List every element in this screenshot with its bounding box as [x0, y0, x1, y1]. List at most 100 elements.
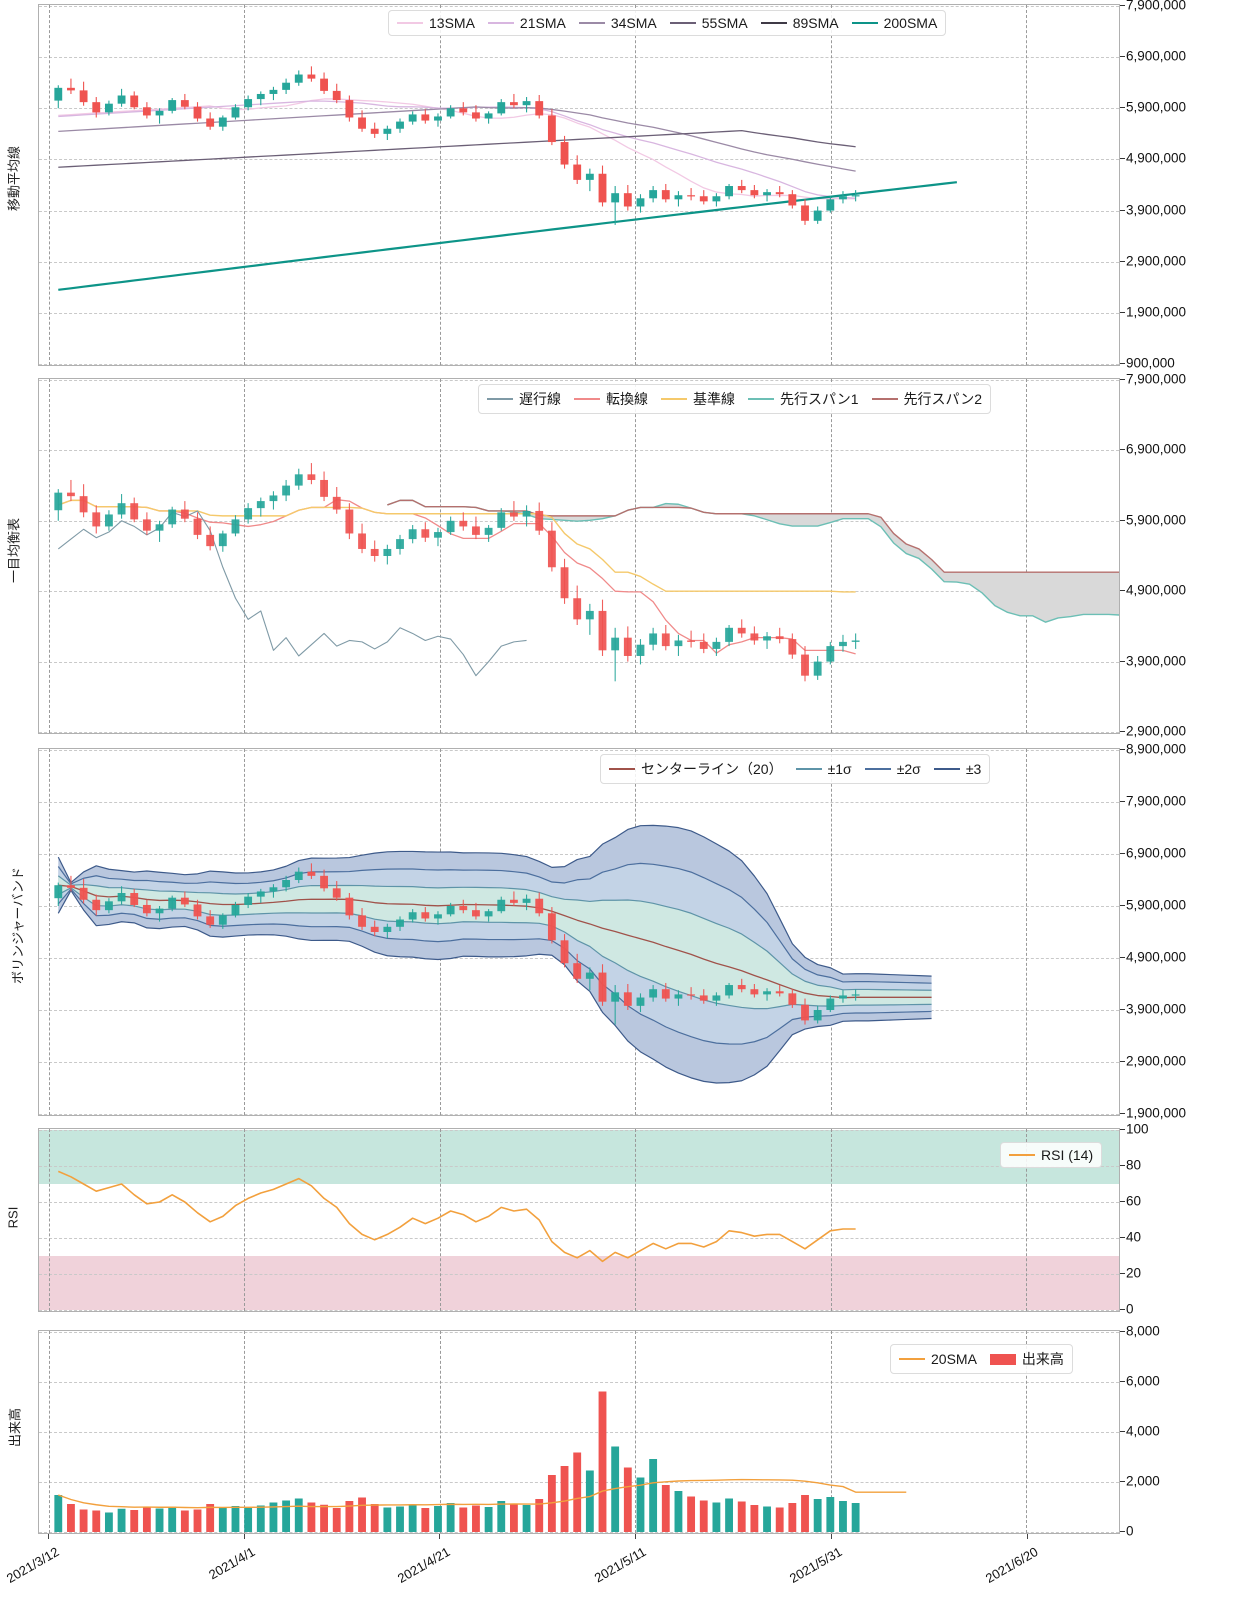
candle-body[interactable]	[459, 108, 468, 113]
candle-body[interactable]	[67, 87, 75, 91]
candle-body[interactable]	[661, 190, 670, 200]
candle-body[interactable]	[92, 512, 101, 527]
candle-body[interactable]	[598, 972, 607, 1002]
candle-body[interactable]	[320, 875, 328, 889]
candle-body[interactable]	[421, 529, 430, 538]
candle-body[interactable]	[383, 926, 392, 932]
volume-bar[interactable]	[294, 1498, 303, 1533]
candle-body[interactable]	[699, 995, 708, 1001]
candle-body[interactable]	[598, 173, 607, 203]
candle-body[interactable]	[737, 627, 746, 634]
candle-body[interactable]	[193, 904, 202, 917]
candle-body[interactable]	[294, 74, 303, 83]
plot-area-rsi[interactable]	[38, 1128, 1120, 1312]
candle-body[interactable]	[168, 509, 177, 525]
candle-body[interactable]	[826, 646, 835, 662]
legend-item-200sma[interactable]: 200SMA	[851, 15, 937, 31]
candle-body[interactable]	[839, 995, 847, 999]
volume-bar[interactable]	[256, 1505, 265, 1533]
legend-item-centerline[interactable]: センターライン（20）	[609, 759, 783, 779]
volume-bar[interactable]	[813, 1499, 822, 1532]
candle-body[interactable]	[535, 101, 544, 116]
candle-body[interactable]	[269, 887, 278, 892]
candle-body[interactable]	[408, 114, 417, 122]
candle-body[interactable]	[712, 641, 721, 649]
volume-bar[interactable]	[598, 1391, 607, 1533]
volume-bar[interactable]	[763, 1506, 771, 1533]
candle-body[interactable]	[155, 524, 164, 531]
legend-item-chikou[interactable]: 遅行線	[487, 389, 561, 409]
candle-body[interactable]	[244, 99, 253, 108]
candle-body[interactable]	[358, 533, 366, 549]
volume-bar[interactable]	[370, 1504, 379, 1532]
volume-bar[interactable]	[142, 1506, 151, 1533]
candle-body[interactable]	[434, 914, 442, 919]
volume-bar[interactable]	[383, 1507, 392, 1533]
candle-body[interactable]	[396, 121, 404, 129]
volume-bar[interactable]	[674, 1491, 683, 1532]
legend-item-sigma3[interactable]: ±3	[933, 761, 981, 777]
candle-body[interactable]	[687, 640, 696, 642]
volume-bar[interactable]	[573, 1452, 582, 1533]
candle-body[interactable]	[142, 107, 151, 116]
candle-body[interactable]	[142, 904, 151, 914]
volume-bar[interactable]	[535, 1499, 544, 1532]
volume-bar[interactable]	[358, 1497, 366, 1533]
volume-bar[interactable]	[231, 1506, 240, 1532]
volume-bar[interactable]	[497, 1501, 506, 1532]
volume-bar[interactable]	[851, 1503, 860, 1532]
candle-body[interactable]	[256, 501, 265, 509]
candle-body[interactable]	[497, 899, 506, 912]
candle-body[interactable]	[560, 567, 569, 599]
candle-body[interactable]	[332, 496, 341, 510]
candle-body[interactable]	[282, 485, 291, 496]
candle-body[interactable]	[434, 116, 442, 121]
candle-body[interactable]	[130, 95, 139, 108]
candle-body[interactable]	[725, 627, 733, 642]
candle-body[interactable]	[256, 93, 265, 100]
candle-body[interactable]	[358, 915, 366, 927]
volume-bar[interactable]	[826, 1497, 835, 1532]
candle-body[interactable]	[687, 195, 696, 197]
candle-body[interactable]	[256, 891, 265, 897]
candle-body[interactable]	[674, 994, 683, 999]
candle-body[interactable]	[649, 989, 658, 998]
volume-bar[interactable]	[320, 1504, 328, 1532]
candle-body[interactable]	[79, 887, 88, 900]
candle-body[interactable]	[332, 90, 341, 101]
volume-bar[interactable]	[218, 1507, 227, 1533]
candle-body[interactable]	[763, 991, 771, 995]
candle-body[interactable]	[180, 100, 189, 107]
candle-body[interactable]	[649, 633, 658, 645]
candle-body[interactable]	[687, 994, 696, 996]
candle-body[interactable]	[522, 510, 531, 517]
candle-body[interactable]	[674, 640, 683, 647]
candle-body[interactable]	[636, 644, 645, 656]
volume-bar[interactable]	[839, 1501, 847, 1532]
candle-body[interactable]	[307, 74, 316, 79]
candle-body[interactable]	[155, 110, 164, 116]
volume-bar[interactable]	[434, 1506, 442, 1532]
plot-area-ichimoku[interactable]	[38, 378, 1120, 734]
candle-body[interactable]	[130, 503, 139, 520]
candle-body[interactable]	[459, 906, 468, 911]
candle-body[interactable]	[332, 888, 341, 898]
candle-body[interactable]	[67, 885, 75, 888]
candle-body[interactable]	[282, 880, 291, 888]
candle-body[interactable]	[231, 107, 240, 118]
volume-bar[interactable]	[421, 1508, 430, 1532]
candle-body[interactable]	[573, 598, 582, 620]
candle-body[interactable]	[497, 512, 506, 528]
candle-body[interactable]	[851, 195, 860, 197]
candle-body[interactable]	[788, 639, 797, 655]
candle-body[interactable]	[446, 906, 455, 915]
candle-body[interactable]	[826, 998, 835, 1010]
candle-body[interactable]	[370, 548, 379, 556]
candle-body[interactable]	[92, 102, 101, 113]
candle-body[interactable]	[522, 101, 531, 106]
candle-body[interactable]	[358, 117, 366, 129]
candle-body[interactable]	[750, 190, 759, 196]
candle-body[interactable]	[320, 479, 328, 497]
candle-body[interactable]	[142, 519, 151, 531]
candle-body[interactable]	[180, 897, 189, 905]
